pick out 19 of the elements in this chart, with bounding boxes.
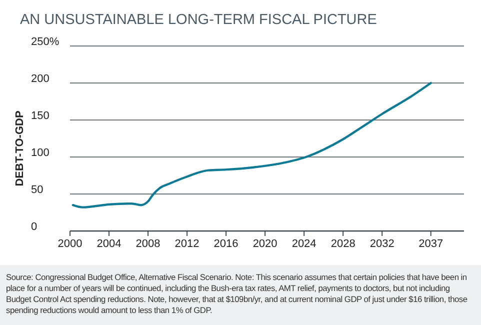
y-tick-label: 0 [31,220,38,233]
x-tick-label: 2024 [292,238,316,250]
y-tick-label: 50 [31,184,44,196]
source-note: Source: Congressional Budget Office, Alternative Fiscal Scenario. Note: This scenario assumes that certain policies that have been in place for a number of years will be continued, including the Bush-era tax rates, AMT relief, payments to doctors, but not including Budget Control Act spending reductions. Note, however, that at $109bn/yr, and at current nominal GDP of just under $16 trillion, those spending reductions would amount to less than 1% of GDP. [6,272,468,316]
x-tick-label: 2016 [214,238,238,250]
x-tick-label: 2000 [58,238,82,250]
chart-title: AN UNSUSTAINABLE LONG-TERM FISCAL PICTURE [20,12,378,28]
y-tick-label: 250% [31,36,60,48]
x-tick-label: 2037 [418,238,444,250]
y-axis-title: DEBT-TO-GDP [14,110,26,186]
x-tick-label: 2028 [330,238,356,250]
x-tick-label: 2004 [96,238,122,250]
y-tick-label: 100 [31,146,50,159]
x-tick-label: 2008 [136,238,160,250]
y-tick-label: 200 [31,72,50,85]
y-tick-label: 150 [31,110,50,122]
x-tick-label: 2032 [370,238,394,250]
x-tick-label: 2012 [174,238,200,250]
x-tick-label: 2020 [252,238,278,250]
